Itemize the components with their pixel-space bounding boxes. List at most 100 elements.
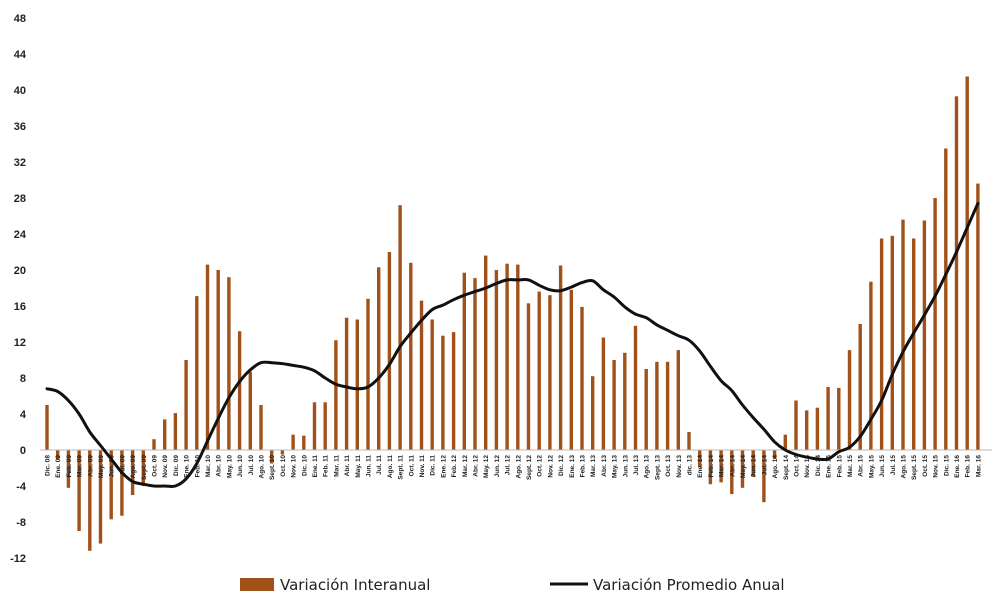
bar: [698, 450, 702, 468]
bar: [580, 306, 584, 450]
bar: [655, 361, 659, 450]
bar: [762, 450, 766, 503]
bar: [291, 434, 295, 450]
bar: [409, 262, 413, 450]
x-tick-label: Ago. 13: [644, 455, 651, 479]
x-tick-label: Sept. 14: [783, 455, 790, 480]
x-tick-label: Oct. 15: [922, 455, 929, 477]
bar: [794, 400, 798, 450]
x-tick-label: Mar. 16: [975, 455, 982, 477]
x-tick-label: Jul. 11: [376, 455, 383, 475]
bar: [869, 281, 873, 450]
x-tick-label: Ene. 12: [440, 455, 447, 478]
x-tick-label: Abr. 13: [601, 455, 608, 477]
bar: [805, 410, 809, 450]
bar: [205, 264, 210, 450]
x-tick-label: Oct. 09: [152, 455, 159, 477]
bar: [312, 402, 317, 450]
x-tick-label: May. 15: [868, 455, 875, 478]
x-tick-label: Feb. 13: [580, 455, 587, 478]
bar: [259, 405, 263, 450]
x-tick-label: Ene. 14: [697, 455, 704, 478]
bar: [537, 291, 541, 450]
bar: [633, 325, 638, 450]
bar: [526, 303, 531, 450]
bar: [98, 450, 103, 544]
bar: [77, 450, 81, 531]
x-tick-label: Abr. 12: [473, 455, 480, 477]
y-tick-label: 44: [14, 49, 27, 61]
x-tick-label: Nov. 12: [547, 455, 554, 478]
bar: [569, 289, 573, 450]
bar: [334, 340, 338, 450]
x-tick-label: Oct. 11: [408, 455, 415, 477]
bar: [462, 272, 466, 450]
x-tick-label: Feb. 15: [836, 455, 843, 478]
bar: [783, 434, 787, 450]
y-tick-label: 20: [14, 265, 26, 277]
x-tick-label: Ago. 12: [515, 455, 522, 479]
bar: [88, 450, 92, 551]
bar: [280, 450, 285, 455]
bar: [922, 220, 927, 450]
bar: [665, 361, 670, 450]
bar: [815, 407, 820, 450]
y-tick-label: 40: [14, 85, 26, 97]
x-tick-label: Mar. 15: [847, 455, 854, 477]
x-tick-label: Mar. 12: [462, 455, 469, 477]
x-tick-label: Mar. 13: [590, 455, 597, 477]
legend-label-variacion-interanual: Variación Interanual: [280, 576, 430, 594]
bar-series-variacion-interanual: [45, 76, 980, 551]
bar: [398, 205, 402, 450]
bar: [837, 387, 841, 450]
bar: [879, 238, 884, 450]
x-tick-label: May. 13: [612, 455, 619, 478]
x-tick-label: Ago. 14: [772, 455, 779, 479]
x-tick-label: Ago. 09: [130, 455, 137, 479]
bar: [419, 300, 424, 450]
x-tick-label: Sept. 10: [269, 455, 276, 480]
bar: [237, 331, 242, 450]
x-tick-label: Jul. 12: [505, 455, 512, 476]
x-tick-label: Ene. 09: [55, 455, 62, 478]
bar: [451, 332, 456, 450]
y-tick-label: 48: [14, 13, 26, 25]
bar: [591, 376, 595, 450]
bar: [708, 450, 713, 485]
x-tick-label: Dic. 11: [430, 455, 437, 476]
bar: [66, 450, 71, 488]
bar: [173, 413, 178, 450]
y-tick-label: 24: [14, 229, 27, 241]
x-tick-label: Nov. 13: [676, 455, 683, 478]
bar: [719, 450, 723, 483]
x-tick-label: May. 12: [483, 455, 490, 478]
x-tick-label: Mar. 11: [333, 455, 340, 477]
x-tick-label: Mar. 09: [77, 455, 84, 477]
bar: [623, 352, 627, 450]
x-tick-label: dic. 13: [687, 455, 694, 476]
bar: [772, 450, 777, 459]
bar: [366, 298, 370, 450]
x-tick-label: Jun. 10: [237, 455, 244, 478]
x-axis-tick-labels: Dic. 08 Ene. 09 Feb. 09 Mar. 09 Abr. 09 May. …: [45, 455, 983, 480]
bar: [494, 270, 499, 450]
x-tick-label: Ene. 11: [312, 455, 319, 478]
legend-label-variacion-promedio-anual: Variación Promedio Anual: [593, 576, 785, 594]
x-tick-label: Dic. 14: [815, 455, 822, 476]
x-tick-label: Mar. 14: [719, 455, 726, 477]
bar: [965, 76, 969, 450]
x-tick-label: Ago. 10: [259, 455, 266, 479]
bar: [302, 435, 306, 450]
x-tick-label: Nov. 09: [162, 455, 169, 478]
x-tick-label: Ene. 16: [954, 455, 961, 478]
x-tick-label: Ene. 10: [184, 455, 191, 478]
x-tick-label: Dic. 12: [558, 455, 565, 476]
x-tick-label: Oct. 13: [665, 455, 672, 477]
bar: [387, 252, 392, 450]
bar: [120, 450, 124, 516]
x-tick-label: Ago. 15: [901, 455, 908, 479]
x-tick-label: Jul. 15: [890, 455, 897, 476]
y-tick-label: 4: [20, 409, 27, 421]
